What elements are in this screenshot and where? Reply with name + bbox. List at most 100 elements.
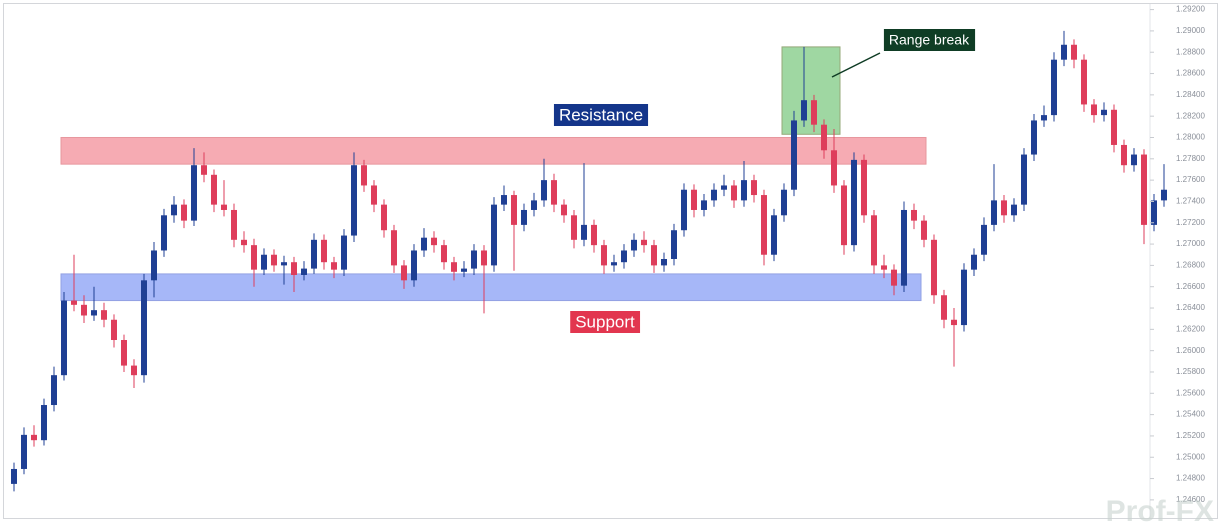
candle-body (291, 262, 297, 275)
candle-body (131, 365, 137, 376)
candle-body (431, 237, 437, 246)
candle-body (1161, 189, 1167, 201)
candle-body (541, 180, 547, 201)
candle-body (301, 268, 307, 275)
candle-body (1011, 204, 1017, 216)
candle-body (971, 254, 977, 270)
price-zone (60, 136, 927, 165)
candle-body (391, 230, 397, 266)
candle-body (711, 189, 717, 201)
candle-body (481, 250, 487, 266)
candle-body (661, 259, 667, 266)
candle-body (61, 300, 67, 376)
zone-label-text: Resistance (559, 105, 643, 124)
candle-body (931, 239, 937, 296)
y-tick-label: 1.27800 (1176, 154, 1205, 163)
candle-body (911, 209, 917, 221)
candle-body (861, 159, 867, 216)
candle-body (221, 204, 227, 210)
candle-body (781, 189, 787, 216)
candle-body (901, 209, 907, 286)
candle-body (531, 200, 537, 210)
y-tick-label: 1.28800 (1176, 47, 1205, 56)
y-tick-label: 1.28200 (1176, 111, 1205, 120)
zone-label: Resistance (553, 104, 649, 126)
zone-label-bg (570, 311, 641, 333)
candle-body (551, 180, 557, 205)
candle-body (41, 405, 47, 441)
candle-body (191, 165, 197, 221)
candle-body (731, 185, 737, 201)
annotation-pointer (831, 52, 881, 78)
zone-label-text: Range break (889, 32, 970, 48)
candle-body (1141, 154, 1147, 225)
y-tick-label: 1.28400 (1176, 90, 1205, 99)
candle-body (371, 185, 377, 205)
candle-body (51, 375, 57, 406)
candle-body (1111, 109, 1117, 145)
candle-body (151, 250, 157, 281)
candle-body (1061, 44, 1067, 60)
candle-body (161, 215, 167, 251)
candle-body (101, 310, 107, 320)
y-tick-label: 1.27000 (1176, 239, 1205, 248)
y-tick-label: 1.29200 (1176, 5, 1205, 14)
candle-body (611, 262, 617, 266)
candle-body (11, 468, 17, 484)
candle-body (641, 239, 647, 246)
candle-body (201, 165, 207, 175)
zone-label: Support (570, 311, 641, 333)
candle-body (111, 319, 117, 341)
candle-body (351, 165, 357, 236)
candle-body (331, 262, 337, 270)
y-tick-label: 1.25600 (1176, 388, 1205, 397)
y-tick-label: 1.27600 (1176, 175, 1205, 184)
candle-body (651, 245, 657, 266)
y-tick-label: 1.25800 (1176, 367, 1205, 376)
y-tick-label: 1.26800 (1176, 261, 1205, 270)
y-tick-label: 1.25000 (1176, 452, 1205, 461)
candle-body (501, 195, 507, 205)
candle-body (941, 295, 947, 320)
candle-body (361, 165, 367, 186)
candle-body (421, 237, 427, 251)
candle-body (441, 245, 447, 263)
candle-body (1051, 59, 1057, 116)
y-tick-label: 1.26200 (1176, 324, 1205, 333)
candle-body (571, 215, 577, 240)
candle-body (841, 185, 847, 246)
candle-body (31, 434, 37, 441)
candle-body (591, 224, 597, 246)
zone-label-bg (883, 29, 976, 51)
candle-body (231, 209, 237, 240)
candle-body (891, 269, 897, 286)
candle-body (681, 189, 687, 231)
candle-body (1001, 200, 1007, 216)
candle-body (1021, 154, 1027, 205)
candle-body (1131, 154, 1137, 166)
y-tick-label: 1.29000 (1176, 26, 1205, 35)
watermark: Prof-FX (1106, 495, 1214, 528)
zone-label-bg (553, 104, 649, 126)
zone-label-text: Support (575, 312, 635, 331)
candle-body (1101, 109, 1107, 116)
candle-body (991, 200, 997, 225)
candle-body (21, 434, 27, 469)
candle-body (321, 239, 327, 263)
candle-body (171, 204, 177, 216)
candle-body (1081, 59, 1087, 105)
candle-body (871, 215, 877, 266)
candle-body (831, 150, 837, 186)
candle-body (271, 254, 277, 266)
candle-body (741, 180, 747, 201)
candle-body (401, 265, 407, 281)
candle-body (851, 159, 857, 246)
candle-body (1121, 144, 1127, 166)
price-zone (60, 273, 922, 302)
candle-body (521, 209, 527, 225)
candle-body (921, 220, 927, 240)
candle-body (1041, 115, 1047, 121)
y-tick-label: 1.28600 (1176, 69, 1205, 78)
candle-body (621, 250, 627, 263)
candle-body (771, 215, 777, 255)
